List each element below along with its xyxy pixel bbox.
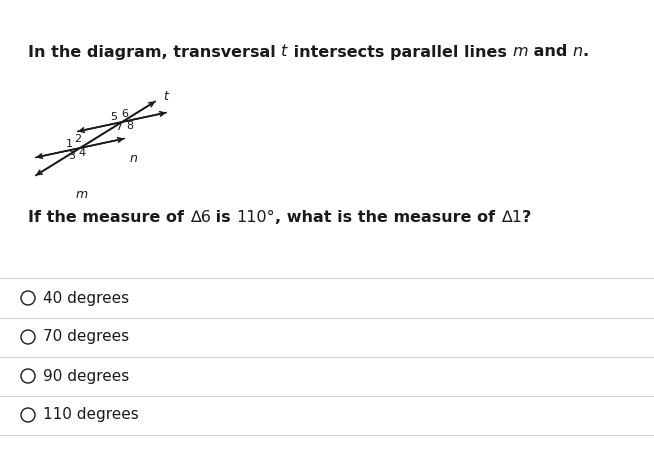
Text: ∆6: ∆6 bbox=[190, 211, 211, 226]
Text: t: t bbox=[164, 90, 168, 103]
Text: 7: 7 bbox=[116, 122, 122, 132]
Text: .: . bbox=[583, 45, 589, 60]
Text: t: t bbox=[281, 45, 288, 60]
Text: 6: 6 bbox=[122, 109, 128, 119]
Text: 110 degrees: 110 degrees bbox=[43, 408, 139, 423]
Text: n: n bbox=[573, 45, 583, 60]
Text: is: is bbox=[211, 211, 237, 226]
Text: 90 degrees: 90 degrees bbox=[43, 368, 129, 383]
Text: 40 degrees: 40 degrees bbox=[43, 290, 129, 305]
Text: intersects parallel lines: intersects parallel lines bbox=[288, 45, 512, 60]
Text: n: n bbox=[130, 152, 138, 166]
Text: 2: 2 bbox=[75, 134, 82, 144]
Text: 5: 5 bbox=[111, 112, 118, 122]
Text: m: m bbox=[76, 189, 88, 202]
Text: 70 degrees: 70 degrees bbox=[43, 330, 129, 345]
Text: ∆1: ∆1 bbox=[501, 211, 522, 226]
Text: 4: 4 bbox=[78, 148, 86, 158]
Text: 110°: 110° bbox=[237, 211, 275, 226]
Text: ?: ? bbox=[522, 211, 531, 226]
Text: 8: 8 bbox=[126, 121, 133, 131]
Text: 3: 3 bbox=[69, 151, 75, 161]
Text: 1: 1 bbox=[65, 139, 73, 149]
Text: and: and bbox=[528, 45, 573, 60]
Text: , what is the measure of: , what is the measure of bbox=[275, 211, 501, 226]
Text: In the diagram, transversal: In the diagram, transversal bbox=[28, 45, 281, 60]
Text: m: m bbox=[512, 45, 528, 60]
Text: If the measure of: If the measure of bbox=[28, 211, 190, 226]
